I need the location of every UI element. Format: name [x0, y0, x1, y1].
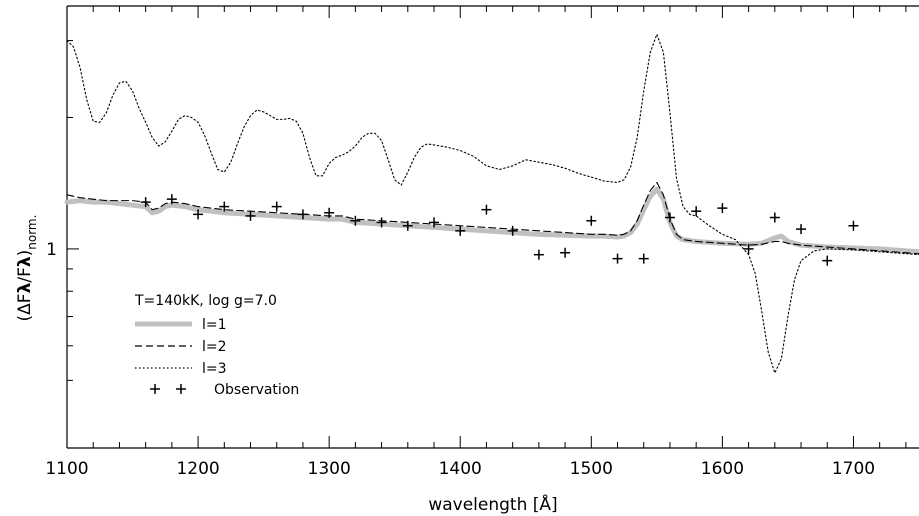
observation-point	[245, 210, 256, 221]
observation-point	[717, 203, 728, 214]
observation-point	[350, 215, 361, 226]
observation-point	[822, 255, 833, 266]
x-tick-label: 1100	[45, 459, 88, 479]
observation-point	[297, 209, 308, 220]
observation-point	[638, 253, 649, 264]
legend-label-obs: Observation	[214, 382, 299, 398]
observation-point	[271, 201, 282, 212]
legend-marker-obs-1	[150, 384, 160, 394]
observation-point	[402, 220, 413, 231]
legend: T=140kK, log g=7.0 l=1 l=2 l=3 Observati…	[134, 293, 299, 398]
observation-point	[429, 217, 440, 228]
observation-point	[586, 215, 597, 226]
series-layer	[64, 33, 919, 374]
x-tick-label: 1300	[308, 459, 351, 479]
observation-point	[743, 243, 754, 254]
x-axis-label: wavelength [Å]	[428, 493, 557, 515]
legend-header: T=140kK, log g=7.0	[134, 293, 277, 309]
x-tick-label: 1700	[832, 459, 875, 479]
observation-point	[507, 225, 518, 236]
observation-point	[848, 220, 859, 231]
observation-points	[140, 194, 859, 266]
observation-point	[166, 194, 177, 205]
legend-marker-obs-2	[176, 384, 186, 394]
observation-point	[140, 197, 151, 208]
y-tick-label: 1	[46, 240, 57, 260]
axes: 1100 1200 1300 1400 1500 1600 1700 1	[45, 5, 919, 479]
legend-label-l1: l=1	[202, 317, 227, 333]
observation-point	[481, 204, 492, 215]
series-line-2	[66, 181, 919, 255]
x-tick-label: 1600	[701, 459, 744, 479]
observation-point	[533, 249, 544, 260]
observation-point	[691, 206, 702, 217]
observation-point	[219, 201, 230, 212]
series-line-3	[66, 33, 919, 374]
x-tick-label: 1200	[176, 459, 219, 479]
observation-point	[769, 212, 780, 223]
observation-point	[664, 212, 675, 223]
observation-point	[612, 253, 623, 264]
observation-point	[324, 207, 335, 218]
legend-label-l3: l=3	[202, 361, 227, 377]
observation-point	[193, 209, 204, 220]
y-axis-label: (ΔFλ/Fλ)norm.	[15, 215, 39, 322]
observation-point	[560, 247, 571, 258]
x-tick-label: 1400	[439, 459, 482, 479]
observation-point	[796, 224, 807, 235]
x-tick-label: 1500	[570, 459, 613, 479]
observation-point	[376, 217, 387, 228]
observation-point	[455, 225, 466, 236]
legend-label-l2: l=2	[202, 339, 227, 355]
series-line-1	[64, 186, 919, 255]
